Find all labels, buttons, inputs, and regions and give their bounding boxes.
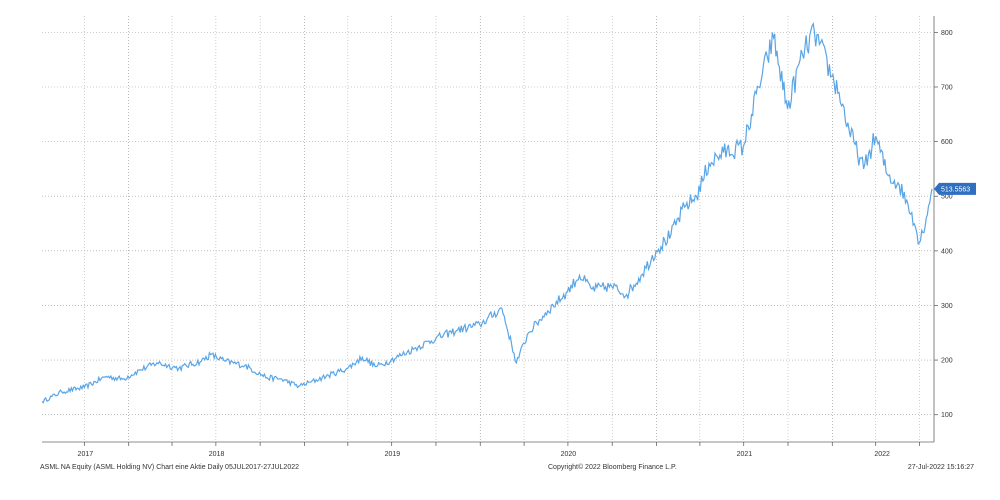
y-tick-label: 100 <box>941 412 953 419</box>
y-tick-label: 600 <box>941 139 953 146</box>
x-year-label: 2021 <box>737 451 753 458</box>
x-year-label: 2022 <box>874 451 890 458</box>
x-year-label: 2017 <box>78 451 94 458</box>
footer-timestamp: 27-Jul-2022 15:16:27 <box>907 464 974 471</box>
x-axis: 2017 2018 2019 2020 2021 2022 <box>42 441 934 458</box>
y-axis: 100 200 300 400 500 600 700 800 <box>933 16 953 442</box>
y-tick-label: 800 <box>941 30 953 37</box>
footer-copyright: Copyright© 2022 Bloomberg Finance L.P. <box>548 464 677 471</box>
x-year-label: 2020 <box>561 451 577 458</box>
y-tick-label: 500 <box>941 194 953 201</box>
footer-source: ASML NA Equity (ASML Holding NV) Chart e… <box>40 464 299 471</box>
x-year-label: 2018 <box>209 451 225 458</box>
price-line <box>41 22 933 404</box>
y-tick-label: 300 <box>941 303 953 310</box>
y-tick-label: 200 <box>941 358 953 365</box>
last-value-label: 513.5563 <box>941 186 970 193</box>
plot-background <box>42 16 932 442</box>
x-year-label: 2019 <box>385 451 401 458</box>
y-tick-label: 700 <box>941 85 953 92</box>
y-tick-label: 400 <box>941 248 953 255</box>
last-value-tag: 513.5563 <box>934 182 976 195</box>
last-value-badge <box>934 182 976 195</box>
